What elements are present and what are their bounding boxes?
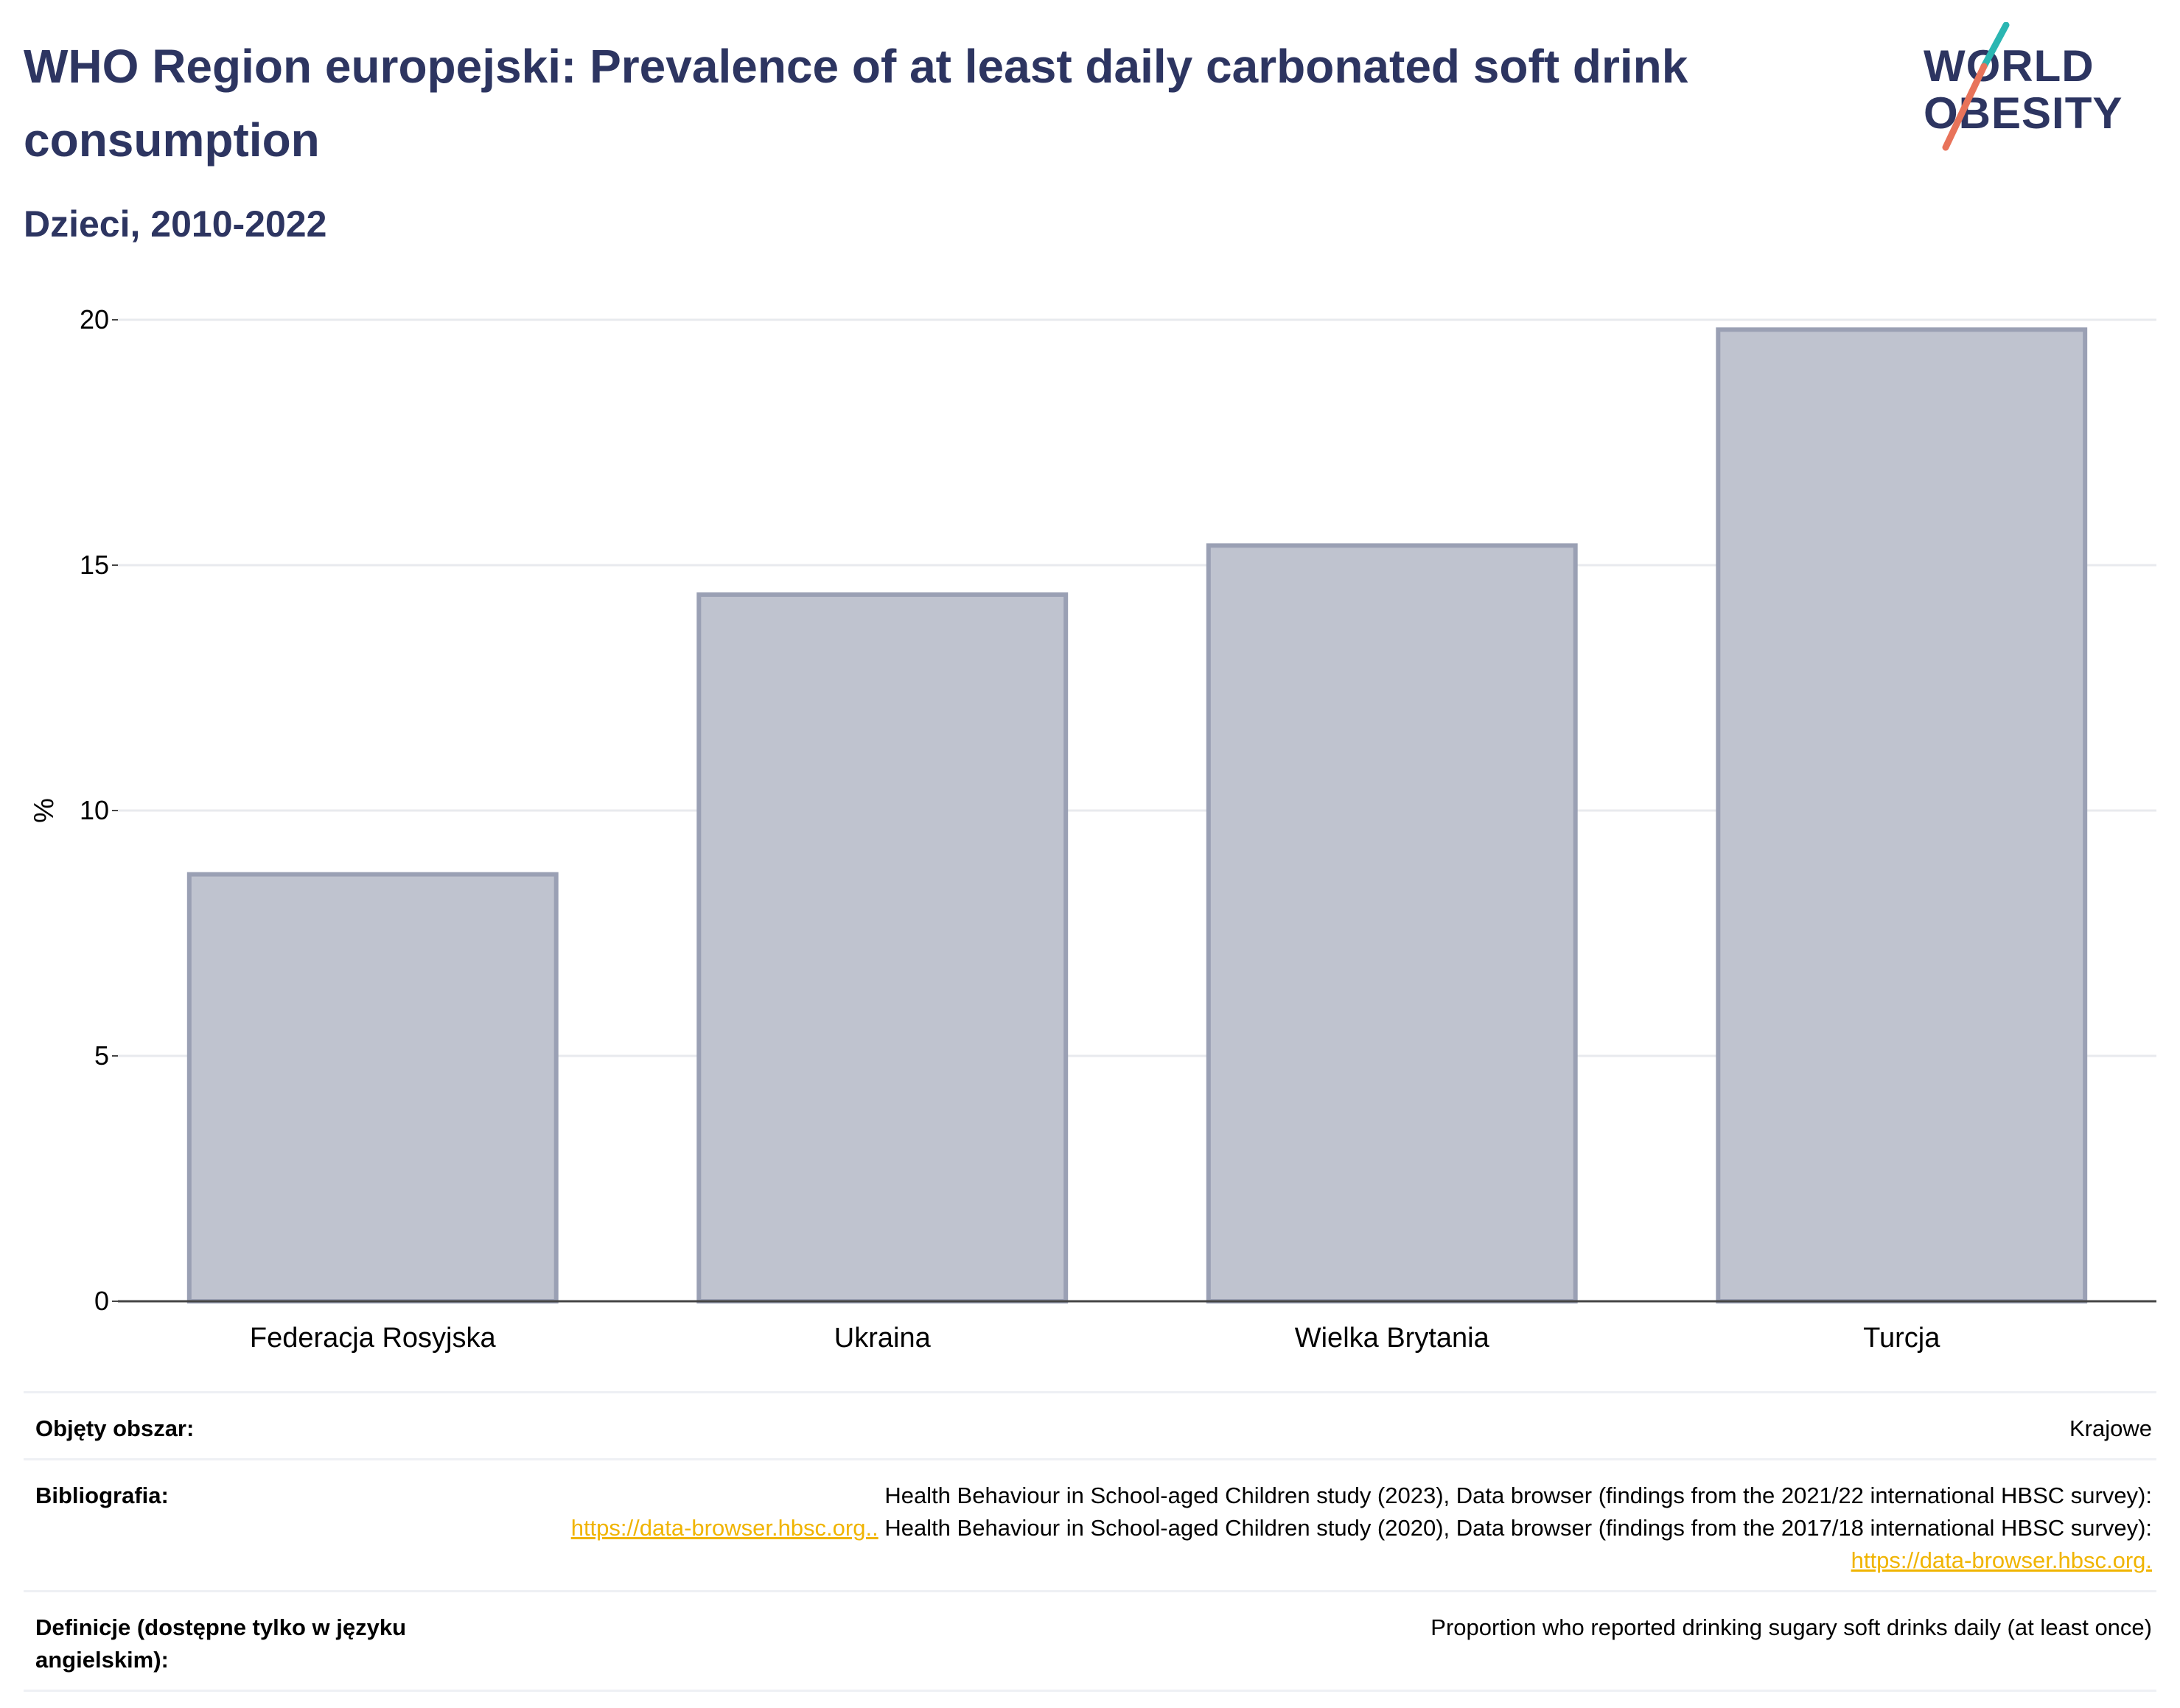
bar-chart: 0 5 10 15 20% Federacja Rosyjska Ukraina Wielka…: [0, 287, 2180, 1378]
meta-row-definition: Definicje (dostępne tylko w języku angie…: [24, 1590, 2156, 1692]
y-tick-label: 15: [80, 550, 109, 580]
y-tick-label: 5: [94, 1040, 109, 1071]
y-axis-label: %: [29, 798, 60, 823]
y-tick-label: 10: [80, 795, 109, 825]
bar: [186, 872, 559, 1303]
x-tick-label: Ukraina: [834, 1323, 932, 1354]
y-tick-label: 20: [80, 304, 109, 335]
logo-slash-icon: [1942, 22, 2010, 151]
bibliography-link-1[interactable]: https://data-browser.hbsc.org..: [570, 1515, 878, 1541]
meta-row-coverage: Objęty obszar: Krajowe: [24, 1391, 2156, 1458]
meta-value-bibliography: Health Behaviour in School-aged Children…: [495, 1480, 2156, 1577]
logo-text-world: WORLD: [1924, 41, 2095, 91]
world-obesity-logo: WORLD OBESITY: [1924, 22, 2167, 155]
bibliography-text-2: Health Behaviour in School-aged Children…: [878, 1515, 2152, 1541]
meta-label: Definicje (dostępne tylko w języku angie…: [35, 1614, 407, 1673]
bar-chart-svg: 0 5 10 15 20% Federacja Rosyjska Ukraina Wielka…: [29, 304, 2156, 1354]
meta-label: Bibliografia:: [35, 1483, 169, 1508]
meta-row-bibliography: Bibliografia: Health Behaviour in School…: [24, 1458, 2156, 1590]
bar: [1206, 543, 1578, 1303]
x-tick-label: Federacja Rosyjska: [250, 1323, 497, 1354]
bar: [1716, 327, 2088, 1304]
y-tick-label: 0: [94, 1286, 109, 1316]
chart-subtitle: Dzieci, 2010-2022: [24, 203, 327, 245]
chart-title: WHO Region europejski: Prevalence of at …: [24, 40, 1688, 167]
bibliography-link-2[interactable]: https://data-browser.hbsc.org.: [1851, 1547, 2152, 1573]
x-tick-label: Turcja: [1863, 1323, 1940, 1354]
meta-value: Proportion who reported drinking sugary …: [1430, 1614, 2152, 1640]
meta-value: Krajowe: [2069, 1415, 2152, 1441]
x-tick-label: Wielka Brytania: [1295, 1323, 1490, 1354]
bar: [696, 592, 1069, 1303]
meta-label: Objęty obszar:: [35, 1415, 195, 1441]
bibliography-text-1: Health Behaviour in School-aged Children…: [884, 1483, 2152, 1508]
metadata-table: Objęty obszar: Krajowe Bibliografia: Hea…: [24, 1391, 2156, 1692]
